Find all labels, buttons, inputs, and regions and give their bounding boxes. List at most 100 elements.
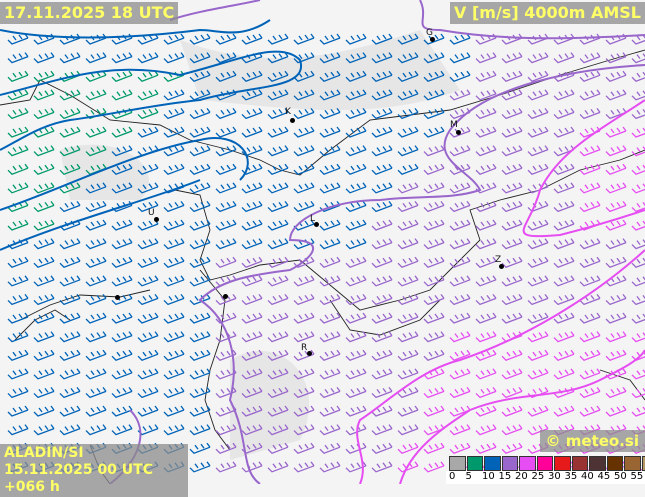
wind-barb	[164, 53, 184, 63]
wind-barb	[450, 276, 470, 286]
wind-barb	[450, 239, 470, 249]
wind-barb	[554, 257, 574, 267]
wind-barb	[34, 387, 54, 397]
wind-barb	[450, 387, 470, 397]
wind-barb	[268, 257, 288, 267]
wind-barb	[528, 146, 548, 156]
wind-barb	[502, 239, 522, 249]
wind-barb	[34, 108, 54, 118]
wind-barb	[528, 53, 548, 63]
wind-barb	[450, 53, 470, 63]
wind-barb	[34, 53, 54, 63]
wind-barb	[554, 369, 574, 379]
wind-barb	[60, 127, 80, 137]
wind-barb	[320, 462, 340, 472]
wind-barb	[424, 108, 444, 118]
wind-barb	[60, 350, 80, 360]
wind-barb	[190, 201, 210, 211]
city-marker	[307, 351, 312, 356]
wind-barb	[632, 406, 645, 416]
wind-barb	[190, 313, 210, 323]
wind-barb	[424, 387, 444, 397]
wind-barb	[606, 183, 626, 193]
wind-barb	[398, 257, 418, 267]
wind-barb	[554, 276, 574, 286]
wind-barb	[502, 406, 522, 416]
wind-barb	[320, 146, 340, 156]
wind-barb	[346, 443, 366, 453]
wind-barb	[372, 369, 392, 379]
wind-barb	[580, 276, 600, 286]
wind-barb	[346, 387, 366, 397]
wind-barb	[632, 127, 645, 137]
legend-swatch	[537, 456, 554, 471]
wind-barb	[606, 239, 626, 249]
wind-barb	[34, 220, 54, 230]
legend-label: 40	[581, 471, 594, 482]
wind-barb	[528, 183, 548, 193]
wind-barb	[294, 183, 314, 193]
wind-barb	[554, 406, 574, 416]
wind-barb	[8, 425, 28, 435]
wind-barb	[138, 53, 158, 63]
wind-barb	[450, 220, 470, 230]
wind-barb	[112, 220, 132, 230]
wind-barb	[268, 127, 288, 137]
wind-barb	[372, 425, 392, 435]
wind-barb	[372, 164, 392, 174]
wind-barb	[8, 257, 28, 267]
wind-barb	[580, 53, 600, 63]
wind-barb	[34, 276, 54, 286]
wind-barb	[632, 220, 645, 230]
wind-barb	[8, 183, 28, 193]
wind-barb	[112, 425, 132, 435]
wind-barb	[424, 127, 444, 137]
wind-barb	[86, 387, 106, 397]
wind-barb	[242, 201, 262, 211]
wind-barb	[372, 108, 392, 118]
model-info-box: ALADIN/SI 15.11.2025 00 UTC +066 h	[0, 444, 188, 497]
wind-barb	[320, 313, 340, 323]
wind-barb	[294, 108, 314, 118]
wind-barb	[450, 183, 470, 193]
wind-barb	[476, 294, 496, 304]
wind-barb	[8, 146, 28, 156]
wind-barb	[138, 239, 158, 249]
wind-barb	[346, 257, 366, 267]
wind-barb	[346, 108, 366, 118]
wind-barb	[372, 313, 392, 323]
wind-barb	[138, 332, 158, 342]
wind-barb	[86, 369, 106, 379]
wind-barb	[632, 164, 645, 174]
wind-barb	[60, 276, 80, 286]
wind-barb	[476, 220, 496, 230]
wind-barb	[554, 239, 574, 249]
wind-barb	[606, 164, 626, 174]
wind-barb	[164, 425, 184, 435]
wind-barb	[632, 90, 645, 100]
wind-map[interactable]	[0, 0, 645, 484]
wind-barb	[190, 276, 210, 286]
wind-barb	[528, 294, 548, 304]
wind-barb	[450, 350, 470, 360]
city-label: U	[148, 208, 155, 218]
wind-barb	[86, 239, 106, 249]
wind-barb	[502, 276, 522, 286]
model-run: 15.11.2025 00 UTC +066 h	[4, 462, 184, 496]
wind-barb	[476, 350, 496, 360]
wind-barb	[372, 387, 392, 397]
wind-barb	[450, 201, 470, 211]
wind-barb	[606, 350, 626, 360]
wind-barb	[320, 34, 340, 44]
wind-barb	[398, 164, 418, 174]
wind-barb	[60, 313, 80, 323]
wind-barb	[450, 257, 470, 267]
wind-barb	[424, 257, 444, 267]
wind-barb	[268, 294, 288, 304]
city-marker	[314, 222, 319, 227]
wind-barb	[632, 369, 645, 379]
wind-barb	[580, 369, 600, 379]
wind-barb	[8, 313, 28, 323]
wind-barb	[242, 108, 262, 118]
wind-barb	[398, 146, 418, 156]
